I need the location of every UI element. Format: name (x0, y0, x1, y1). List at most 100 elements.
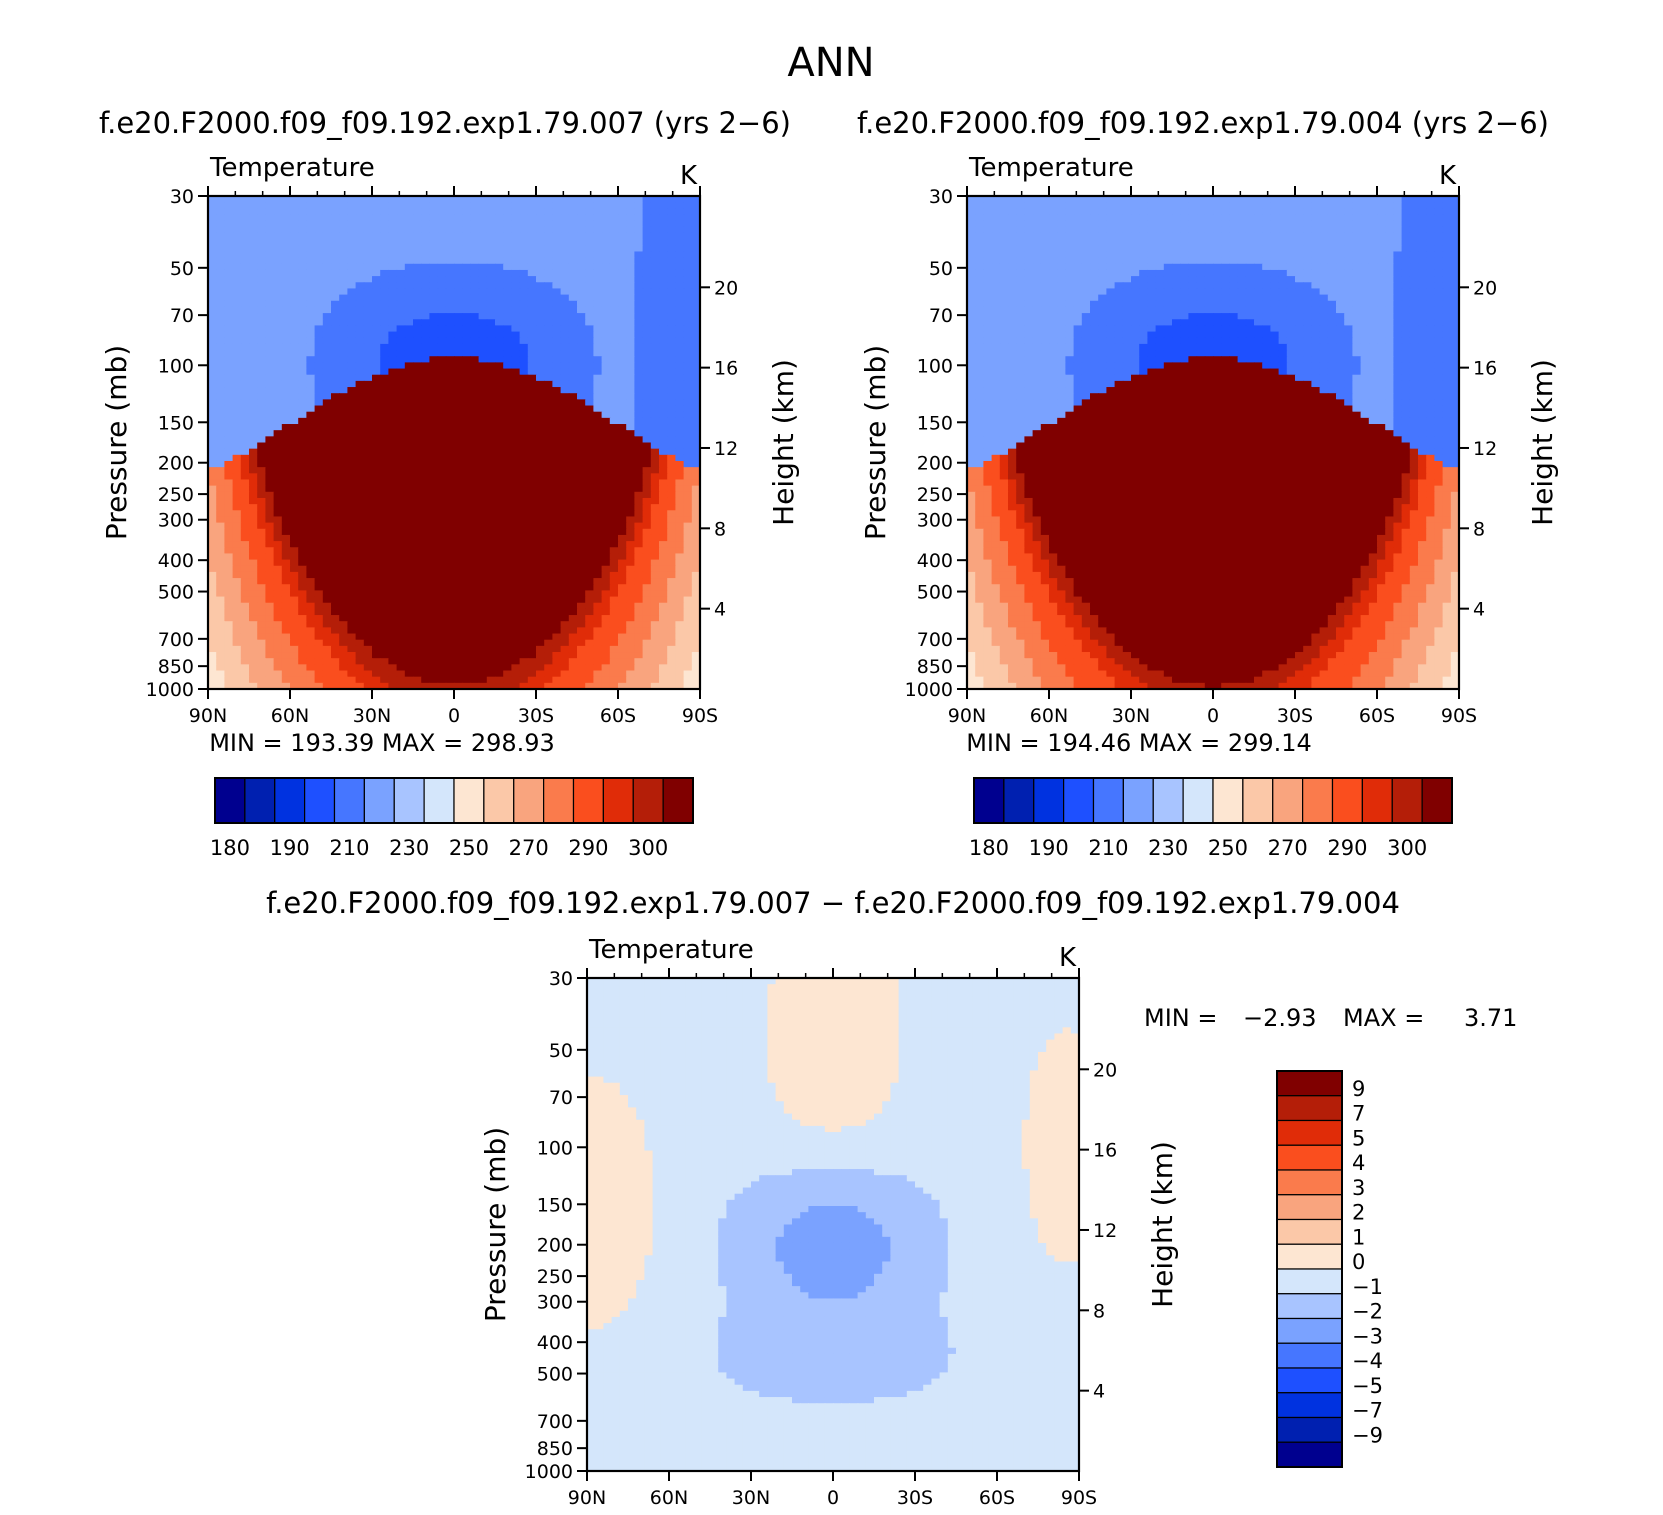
left-cell (552, 332, 561, 339)
left-cell (323, 350, 332, 357)
left-cell (479, 473, 488, 480)
left-cell (388, 208, 397, 215)
left-cell (667, 245, 676, 252)
left-cell (241, 578, 250, 585)
left-cell (388, 572, 397, 579)
left-cell (528, 369, 537, 376)
left-cell (503, 671, 512, 678)
left-cell (405, 664, 414, 671)
left-cell (684, 461, 693, 468)
left-cell (257, 239, 266, 246)
left-cell (388, 362, 397, 369)
left-cell (643, 251, 652, 258)
left-cell (462, 449, 471, 456)
left-cell (503, 288, 512, 295)
left-cell (298, 510, 307, 517)
left-cell (569, 615, 578, 622)
left-cell (282, 356, 291, 363)
left-cell (511, 399, 520, 406)
left-cell (651, 504, 660, 511)
left-cell (372, 239, 381, 246)
left-cell (265, 467, 274, 474)
left-cell (282, 406, 291, 413)
left-cell (265, 498, 274, 505)
left-cell (470, 313, 479, 320)
left-cell (364, 338, 373, 345)
left-cell (544, 362, 553, 369)
left-cell (536, 646, 545, 653)
left-cell (265, 369, 274, 376)
left-cell (323, 597, 332, 604)
left-cell (298, 615, 307, 622)
left-cell (233, 313, 242, 320)
left-cell (454, 535, 463, 542)
left-cell (495, 202, 504, 209)
left-cell (364, 510, 373, 517)
left-cell (249, 634, 258, 641)
left-cell (274, 387, 283, 394)
left-cell (479, 677, 488, 684)
left-cell (602, 307, 611, 314)
left-cell (643, 479, 652, 486)
left-cell (347, 621, 356, 628)
left-cell (651, 541, 660, 548)
left-cell (684, 664, 693, 671)
left-cell (356, 264, 365, 271)
left-cell (224, 338, 233, 345)
left-cell (265, 412, 274, 419)
left-cell (323, 547, 332, 554)
left-cell (684, 621, 693, 628)
left-cell (528, 516, 537, 523)
left-cell (274, 621, 283, 628)
left-cell (470, 498, 479, 505)
left-cell (208, 523, 217, 530)
left-cell (684, 338, 693, 345)
left-cell (372, 245, 381, 252)
left-cell (544, 523, 553, 530)
left-cell (643, 597, 652, 604)
left-cell (651, 609, 660, 616)
left-cell (528, 245, 537, 252)
left-cell (298, 288, 307, 295)
left-cell (552, 202, 561, 209)
left-cell (413, 344, 422, 351)
left-cell (659, 547, 668, 554)
left-cell (208, 566, 217, 573)
left-cell (347, 504, 356, 511)
left-cell (593, 319, 602, 326)
left-cell (602, 214, 611, 221)
left-cell (306, 658, 315, 665)
left-cell (602, 634, 611, 641)
left-cell (577, 356, 586, 363)
left-cell (331, 467, 340, 474)
left-cell (643, 239, 652, 246)
left-cell (643, 504, 652, 511)
left-cell (659, 362, 668, 369)
left-cell (413, 227, 422, 234)
left-cell (618, 578, 627, 585)
left-cell (356, 467, 365, 474)
left-cell (634, 208, 643, 215)
left-cell (290, 455, 299, 462)
left-cell (323, 245, 332, 252)
left-cell (470, 332, 479, 339)
left-cell (446, 449, 455, 456)
left-cell (438, 615, 447, 622)
left-cell (208, 406, 217, 413)
left-cell (462, 621, 471, 628)
left-cell (429, 467, 438, 474)
left-cell (536, 399, 545, 406)
left-cell (511, 338, 520, 345)
left-cell (208, 239, 217, 246)
left-cell (610, 295, 619, 302)
left-cell (528, 313, 537, 320)
left-cell (651, 590, 660, 597)
left-cell (446, 658, 455, 665)
left-cell (364, 566, 373, 573)
left-cell (241, 221, 250, 228)
left-cell (651, 202, 660, 209)
left-cell (405, 436, 414, 443)
left-cell (511, 375, 520, 382)
left-cell (684, 671, 693, 678)
left-cell (421, 264, 430, 271)
